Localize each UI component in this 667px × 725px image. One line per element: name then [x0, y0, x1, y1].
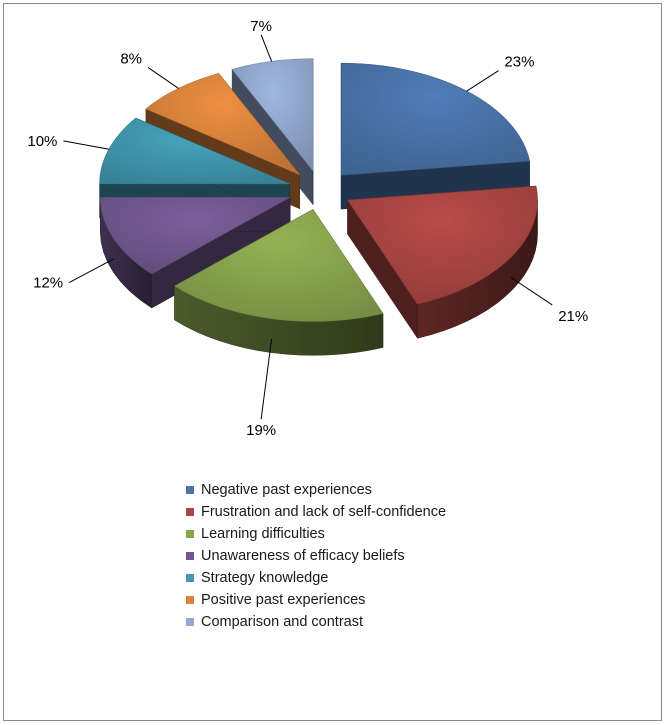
pie-slice	[347, 185, 538, 340]
legend-swatch	[186, 552, 194, 560]
leader-line	[68, 258, 114, 283]
legend-item: Frustration and lack of self-confidence	[186, 501, 446, 523]
legend-item: Unawareness of efficacy beliefs	[186, 545, 446, 567]
chart-frame	[3, 3, 662, 721]
legend-swatch	[186, 618, 194, 626]
legend-item: Strategy knowledge	[186, 567, 446, 589]
data-label: 8%	[120, 50, 142, 67]
data-label: 23%	[504, 54, 534, 71]
legend-swatch	[186, 574, 194, 582]
leader-line	[466, 70, 499, 92]
pie-slice	[340, 62, 531, 210]
pie-slice	[173, 208, 384, 356]
leader-line	[63, 140, 109, 150]
data-label: 12%	[33, 275, 63, 292]
leader-line	[260, 339, 273, 420]
leader-line	[510, 277, 553, 306]
data-label: 21%	[558, 308, 588, 325]
legend-label: Strategy knowledge	[201, 570, 329, 586]
legend-item: Learning difficulties	[186, 523, 446, 545]
legend-swatch	[186, 486, 194, 494]
data-label: 10%	[27, 133, 57, 150]
data-label: 7%	[250, 18, 272, 35]
legend-label: Frustration and lack of self-confidence	[201, 504, 447, 520]
data-label: 19%	[246, 422, 276, 439]
legend-label: Positive past experiences	[201, 592, 366, 608]
legend-swatch	[186, 530, 194, 538]
legend-label: Unawareness of efficacy beliefs	[201, 548, 405, 564]
legend-label: Negative past experiences	[201, 482, 372, 498]
legend-label: Comparison and contrast	[201, 614, 363, 630]
legend-label: Learning difficulties	[201, 526, 325, 542]
legend-swatch	[186, 508, 194, 516]
legend-item: Comparison and contrast	[186, 611, 446, 633]
legend-item: Positive past experiences	[186, 589, 446, 611]
legend-swatch	[186, 596, 194, 604]
leader-line	[260, 34, 273, 62]
leader-line	[147, 67, 179, 89]
chart-legend: Negative past experiences Frustration and…	[186, 479, 446, 633]
legend-item: Negative past experiences	[186, 479, 446, 501]
